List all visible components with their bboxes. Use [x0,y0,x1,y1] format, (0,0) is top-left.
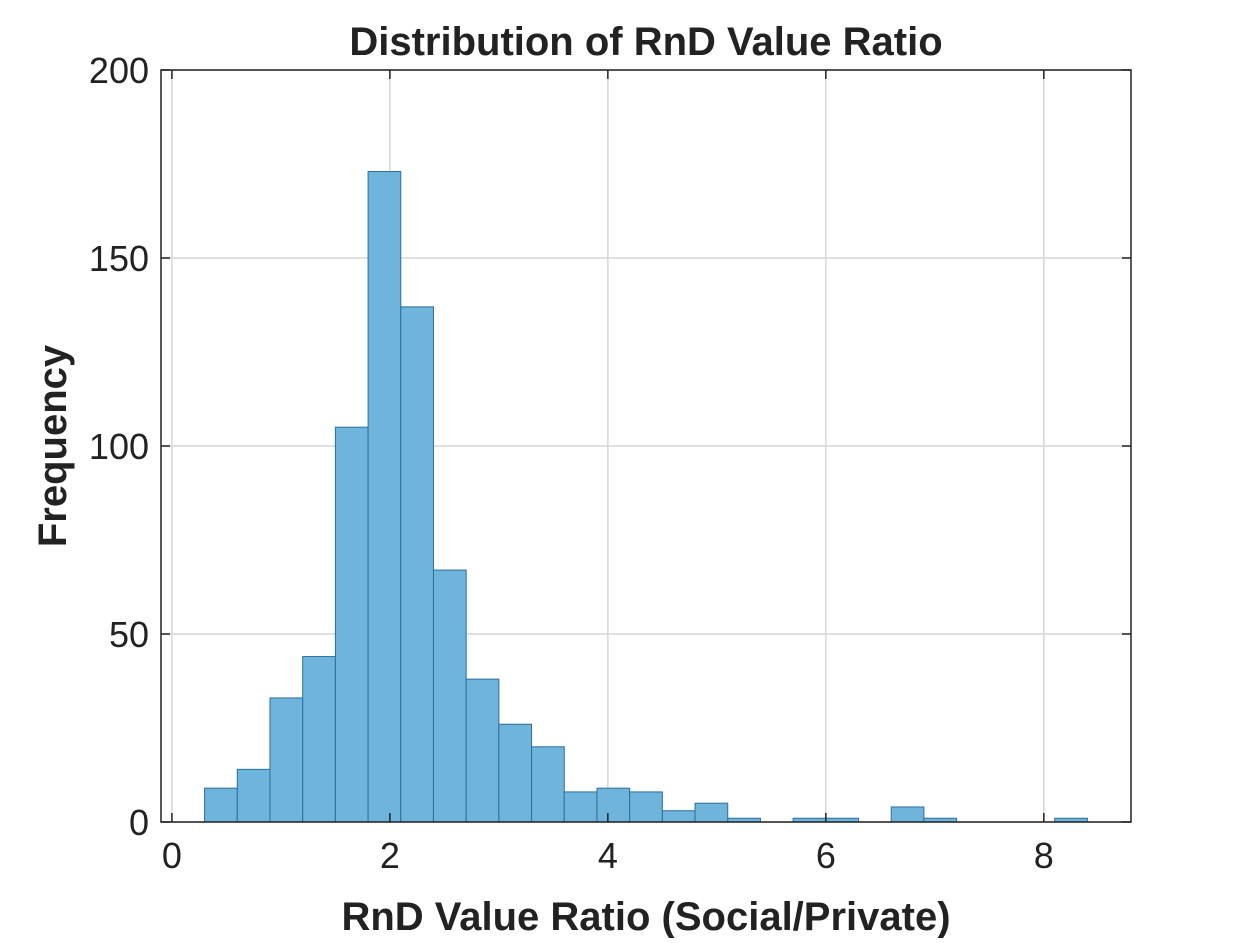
y-tick-label: 100 [89,426,149,467]
histogram-bar [432,569,467,823]
x-tick-label: 4 [598,835,618,876]
histogram-bar [302,656,336,823]
y-axis-label: Frequency [31,344,75,547]
x-tick-label: 6 [816,835,836,876]
x-tick-label: 0 [162,835,182,876]
histogram-bar [596,787,631,823]
x-tick-label: 2 [380,835,400,876]
histogram-bar [563,791,598,823]
histogram-bar [890,806,925,823]
histogram-bar [334,426,369,823]
histogram-bar [400,306,434,823]
tick-marks [161,69,1131,823]
histogram-bar [694,802,729,823]
x-tick-labels: 0 2 4 6 8 [162,835,1054,876]
histogram-bar [236,768,271,823]
y-tick-label: 50 [109,614,149,655]
x-tick-label: 8 [1034,835,1054,876]
histogram-bar [204,787,238,823]
chart-title: Distribution of RnD Value Ratio [349,20,942,64]
y-tick-label: 200 [89,50,149,91]
histogram-bars [204,171,1088,823]
histogram-bar [531,746,565,823]
histogram-bar [629,791,663,823]
y-tick-label: 150 [89,238,149,279]
histogram-bar [269,697,304,823]
histogram-bar [367,171,402,823]
y-tick-label: 0 [129,802,149,843]
y-tick-labels: 0 50 100 150 200 [89,50,149,843]
histogram-bar [465,678,500,823]
histogram-bar [498,723,533,823]
x-axis-label: RnD Value Ratio (Social/Private) [341,895,950,938]
histogram-bar [661,810,696,823]
